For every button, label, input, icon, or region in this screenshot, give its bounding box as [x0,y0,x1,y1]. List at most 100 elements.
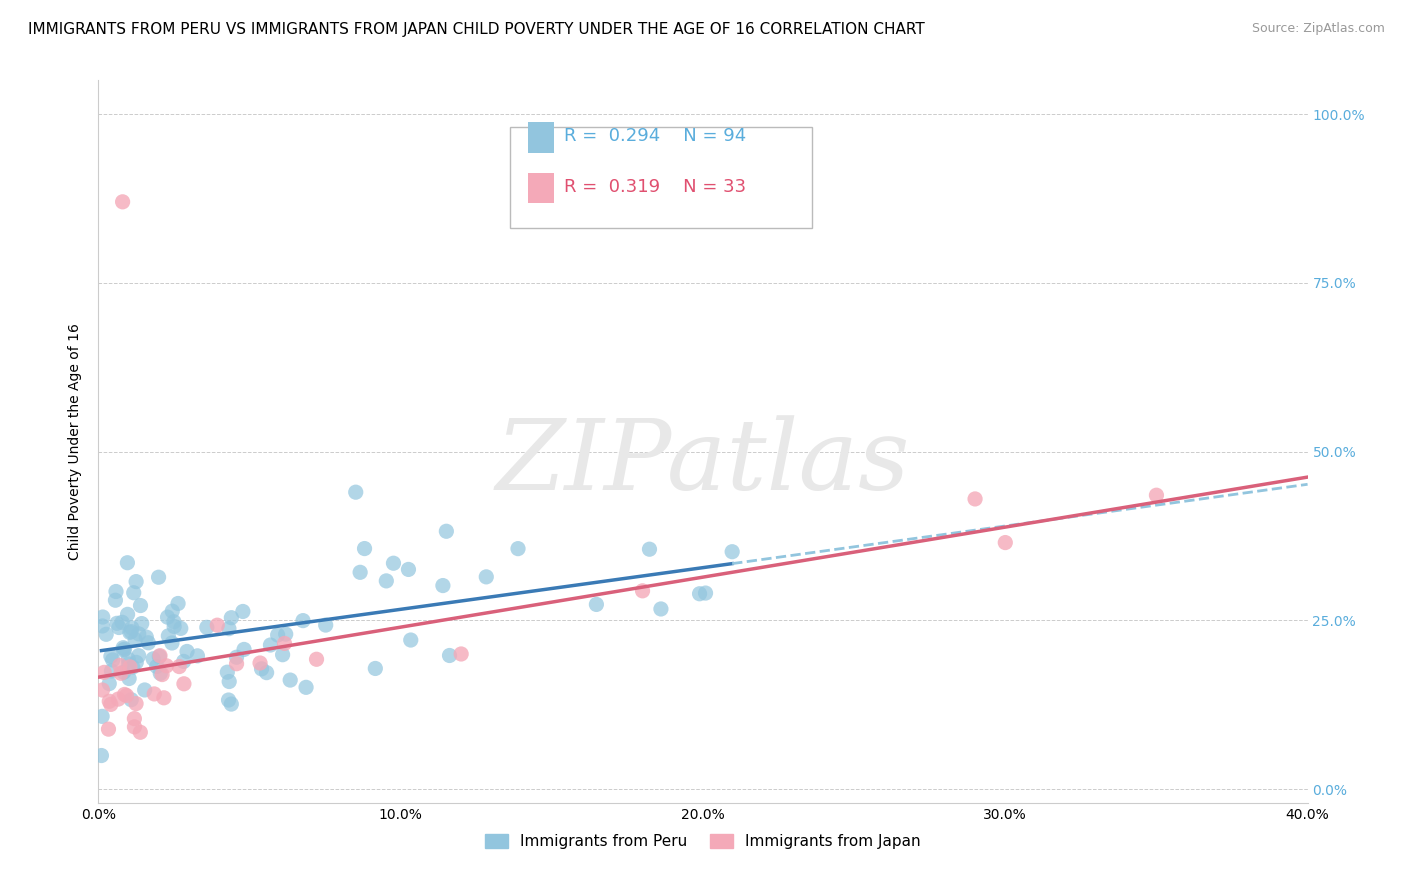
Point [134,683,156,698]
Point [450,647,472,661]
Point [149,648,172,663]
Point [114,642,136,657]
Point [117,607,139,622]
Point [221,697,243,711]
Point [173,654,195,668]
Point [112,640,135,655]
Point [108,620,131,634]
Point [315,618,337,632]
Point [434,524,457,539]
Text: R =  0.319    N = 33: R = 0.319 N = 33 [564,178,747,196]
Point [117,556,139,570]
Point [107,692,129,706]
Point [93,665,115,680]
Point [124,720,146,734]
Point [364,661,387,675]
Point [91,683,114,698]
Point [994,535,1017,549]
Y-axis label: Child Poverty Under the Age of 16: Child Poverty Under the Age of 16 [69,323,83,560]
Point [91,619,114,633]
Point [148,649,170,664]
Point [138,636,160,650]
Point [250,662,273,676]
Point [108,658,131,673]
Point [124,712,146,726]
Point [353,541,375,556]
Point [118,660,141,674]
Point [349,566,371,580]
Point [114,688,136,702]
Point [112,665,135,680]
Point [105,584,128,599]
Point [104,593,127,607]
Point [135,630,157,644]
Point [118,625,141,640]
Point [650,602,672,616]
Point [256,665,278,680]
Point [305,652,328,666]
Point [96,627,118,641]
Point [278,673,301,687]
Point [150,667,173,681]
Text: Source: ZipAtlas.com: Source: ZipAtlas.com [1251,22,1385,36]
Point [90,748,112,763]
Point [142,652,165,666]
Point [128,627,150,641]
FancyBboxPatch shape [527,173,554,203]
Point [148,570,170,584]
Point [98,676,121,690]
FancyBboxPatch shape [509,128,811,228]
Point [162,604,184,618]
Point [125,574,148,589]
Point [91,709,114,723]
Point [432,578,454,592]
Point [122,586,145,600]
Point [128,648,150,663]
Point [111,194,134,209]
Point [173,677,195,691]
Point [98,694,121,708]
Point [271,648,294,662]
Point [689,587,711,601]
Point [218,674,240,689]
Point [163,615,186,629]
Point [105,616,128,631]
Point [233,642,256,657]
Point [91,610,114,624]
Point [120,624,142,639]
Point [207,618,229,632]
Point [120,692,142,706]
Point [155,658,177,673]
Point [111,615,134,630]
Point [117,652,139,666]
Point [186,648,208,663]
Point [631,583,654,598]
Point [125,656,148,670]
Point [218,693,240,707]
Point [131,616,153,631]
Point [143,687,166,701]
Point [225,650,247,665]
Point [163,619,186,633]
Point [118,672,141,686]
Point [149,666,172,681]
Point [97,722,120,736]
Point [399,633,422,648]
Point [221,610,243,624]
Text: IMMIGRANTS FROM PERU VS IMMIGRANTS FROM JAPAN CHILD POVERTY UNDER THE AGE OF 16 : IMMIGRANTS FROM PERU VS IMMIGRANTS FROM … [28,22,925,37]
Point [176,644,198,658]
Point [121,621,143,635]
Point [167,597,190,611]
Point [110,666,132,681]
Point [157,629,180,643]
Point [382,556,405,570]
Point [259,638,281,652]
Point [375,574,398,588]
Point [121,660,143,674]
Point [695,586,717,600]
Point [170,621,193,635]
Point [344,485,367,500]
Point [195,620,218,634]
Point [124,632,146,647]
Point [101,653,124,667]
